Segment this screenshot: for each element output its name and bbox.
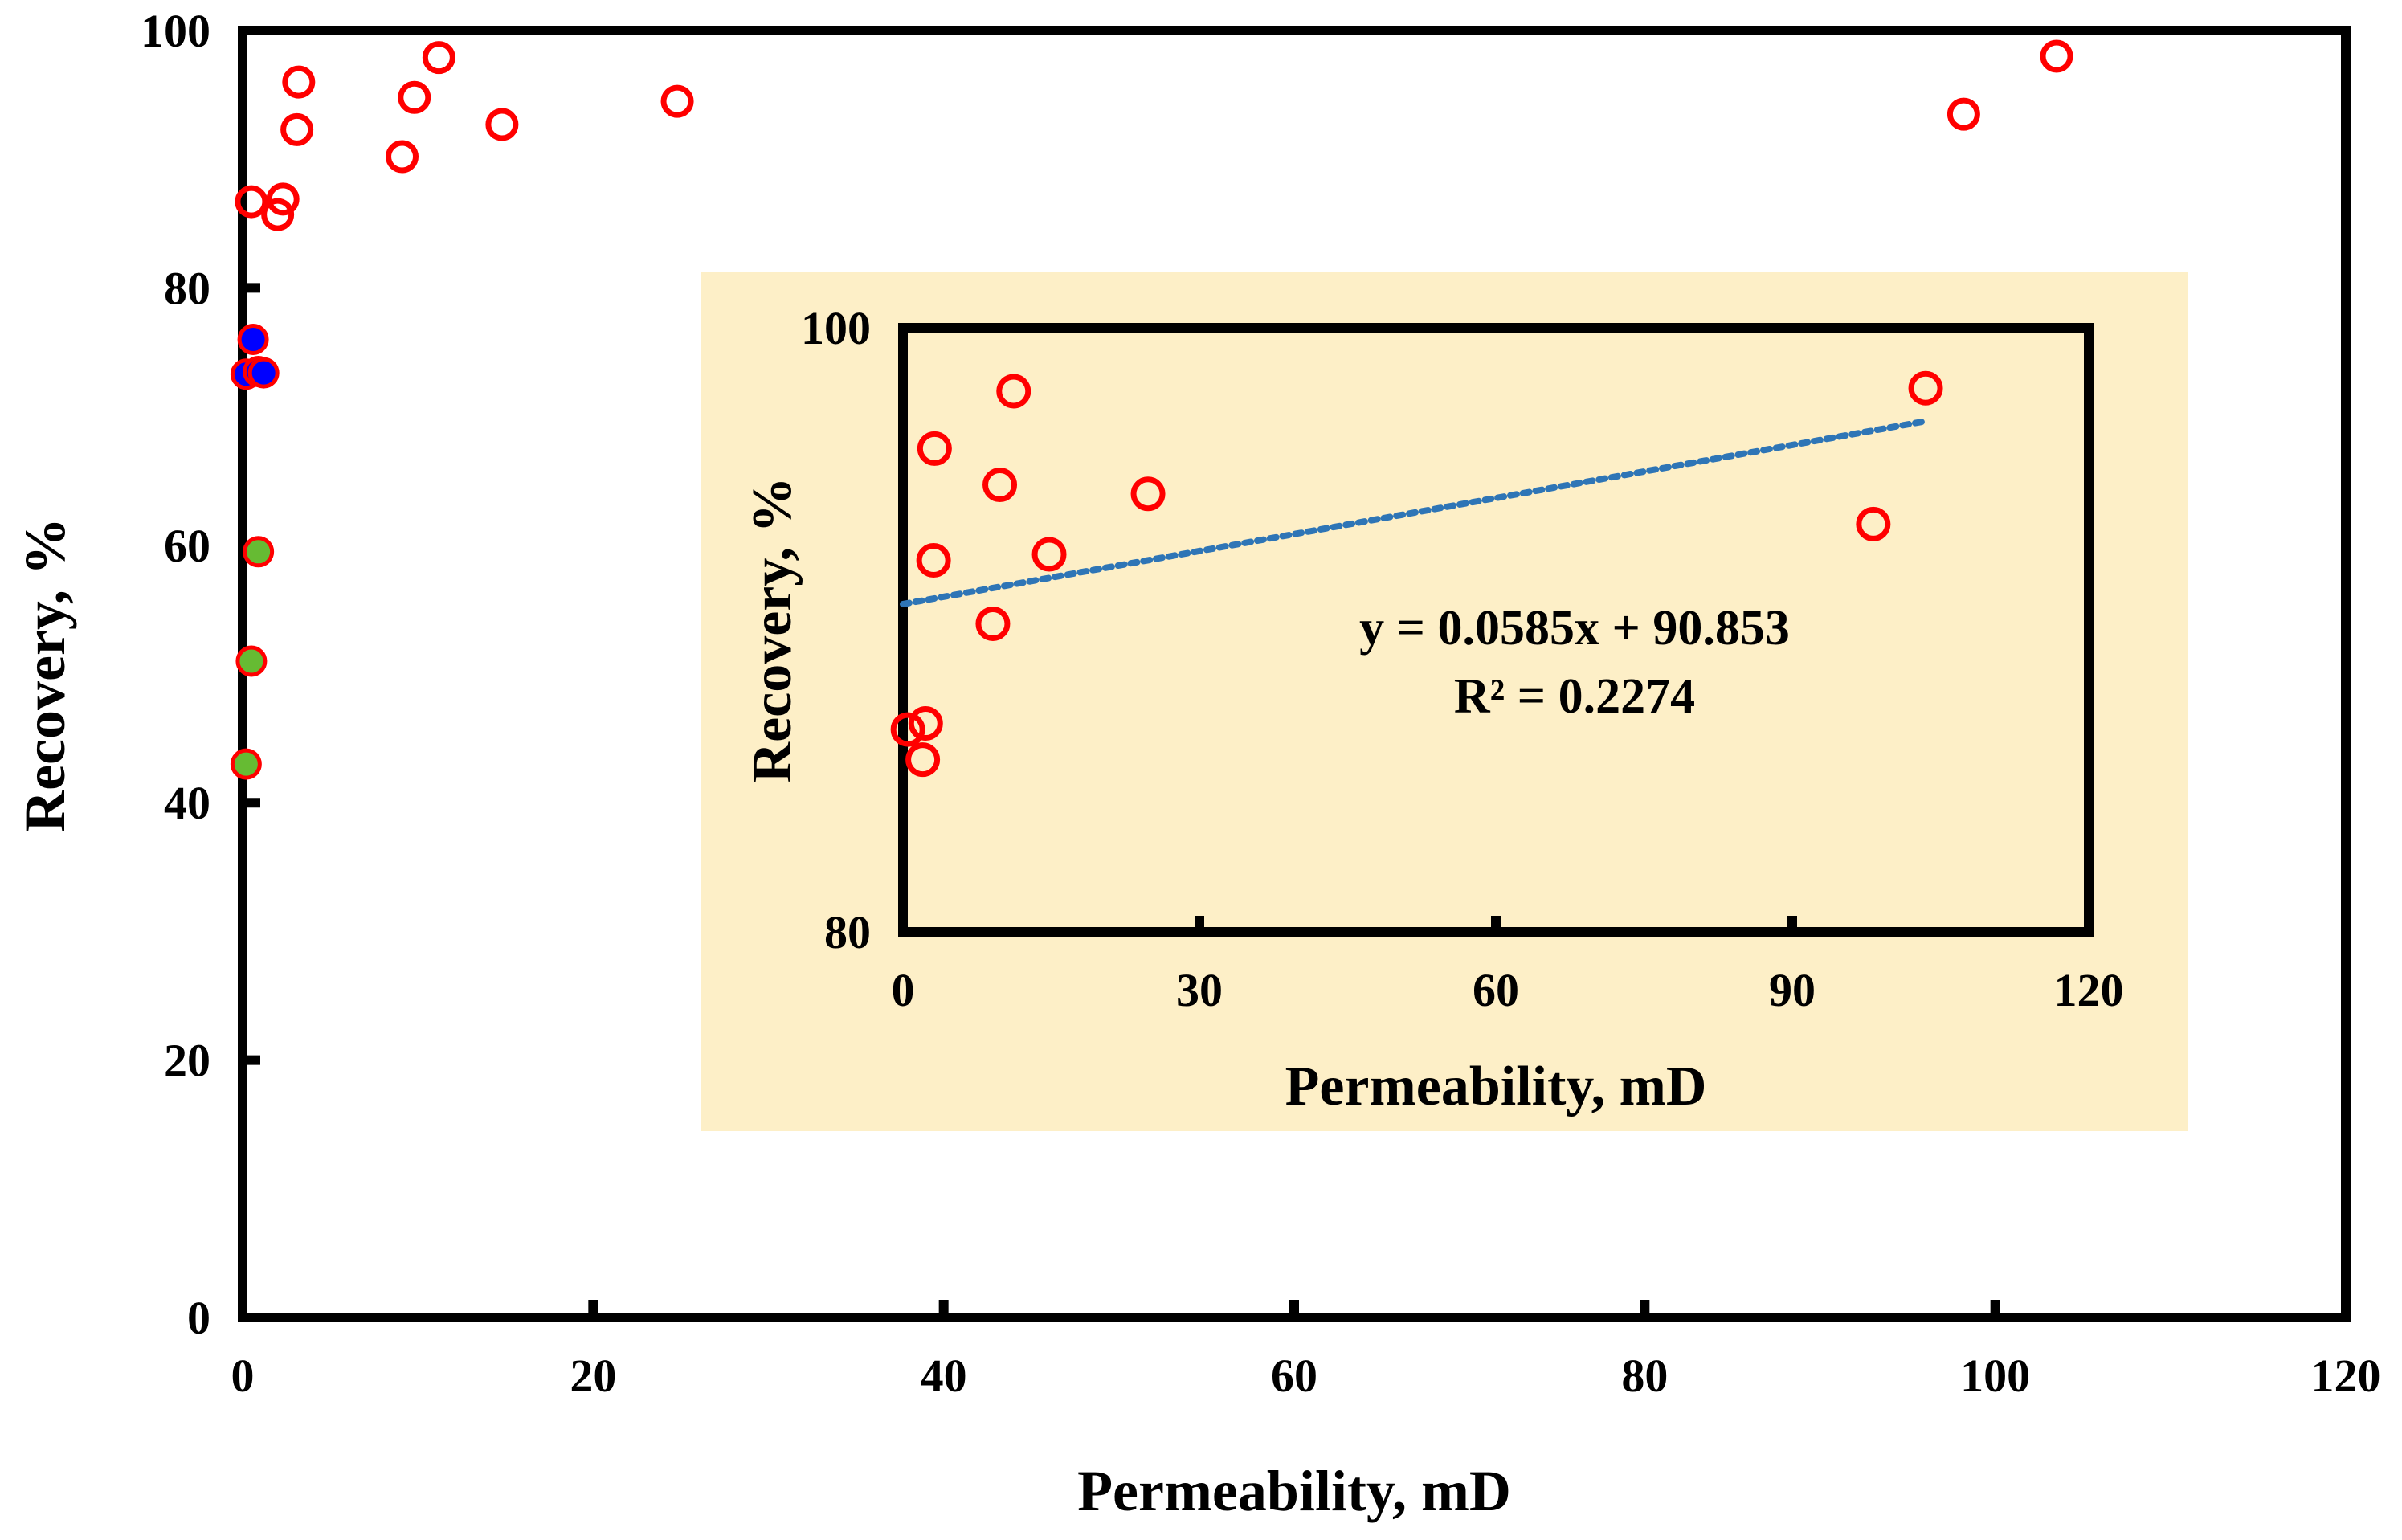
main-x-tick-label: 120 [2311, 1350, 2381, 1402]
inset-point-red-open [908, 706, 943, 741]
main-x-tick-label: 60 [1271, 1350, 1317, 1402]
main-x-tick-label: 40 [921, 1350, 967, 1402]
main-y-tick-label: 0 [187, 1292, 210, 1344]
inset-y-axis-title: Recovery, % [741, 477, 803, 783]
main-point-red-open [660, 84, 694, 118]
main-y-tick-label: 100 [141, 5, 210, 57]
inset-x-tick-label: 0 [892, 964, 915, 1016]
main-x-tick-label: 20 [570, 1350, 616, 1402]
inset-point-red-open [905, 742, 941, 778]
main-point-green-filled [235, 645, 268, 677]
inset-point-red-open [1908, 370, 1943, 406]
main-y-tick-labels: 0 20 40 60 80 100 [141, 5, 210, 1344]
main-x-axis-title: Permeability, mD [1077, 1459, 1511, 1523]
main-point-green-filled [230, 748, 262, 780]
inset-y-tick-labels: 80 100 [801, 302, 871, 958]
main-y-tick-label: 80 [164, 262, 210, 314]
inset-x-tick-label: 120 [2054, 964, 2124, 1016]
main-point-red-open [422, 41, 455, 75]
inset-x-axis-title: Permeability, mD [1285, 1056, 1707, 1117]
inset-point-red-open [917, 431, 952, 466]
main-data-points [230, 39, 2073, 780]
inset-point-red-open [1856, 506, 1891, 541]
main-point-red-open [386, 140, 419, 174]
main-point-red-open [1947, 97, 1980, 131]
main-point-blue-filled [247, 357, 280, 389]
main-x-tick-labels: 0 20 40 60 80 100 120 [231, 1350, 2381, 1402]
main-point-red-open [235, 185, 268, 219]
inset-y-tick-label: 80 [824, 906, 871, 958]
main-point-red-open [266, 182, 300, 216]
inset-y-tick-label: 100 [801, 302, 871, 354]
main-y-tick-label: 60 [164, 520, 210, 572]
main-point-green-filled [243, 536, 275, 568]
main-y-tick-label: 20 [164, 1035, 210, 1087]
trendline-equation: y = 0.0585x + 90.853 [1359, 601, 1790, 656]
inset-x-tick-label: 90 [1769, 964, 1816, 1016]
inset-point-red-open [1130, 476, 1166, 512]
inset-chart: 0 30 60 90 120 80 100 y = 0.0585x + 90.853 R²… [701, 272, 2188, 1131]
main-point-red-open [398, 80, 431, 114]
inset-x-tick-label: 60 [1473, 964, 1519, 1016]
inset-point-red-open [975, 606, 1011, 641]
main-point-red-open [261, 198, 295, 231]
r-squared-label: R² = 0.2274 [1454, 669, 1695, 724]
main-ticks [238, 26, 2351, 1322]
inset-x-tick-labels: 0 30 60 90 120 [892, 964, 2124, 1016]
main-point-red-open [485, 108, 519, 141]
inset-point-red-open [916, 543, 951, 578]
main-point-red-open [280, 112, 314, 146]
main-x-tick-label: 80 [1621, 1350, 1668, 1402]
inset-data-points [890, 370, 1943, 778]
inset-point-red-open [982, 468, 1018, 503]
inset-background [701, 272, 2188, 1131]
inset-point-red-open [890, 712, 925, 747]
main-x-tick-label: 0 [231, 1350, 255, 1402]
main-point-blue-filled [237, 323, 269, 355]
main-y-axis-title: Recovery, % [13, 517, 77, 832]
main-point-red-open [282, 65, 316, 99]
inset-x-tick-label: 30 [1176, 964, 1223, 1016]
inset-ticks [898, 323, 2094, 937]
main-x-tick-label: 100 [1960, 1350, 2030, 1402]
inset-point-red-open [1031, 537, 1067, 572]
inset-point-red-open [996, 374, 1031, 409]
main-point-red-open [2040, 39, 2073, 73]
inset-trendline [900, 418, 1930, 607]
main-y-tick-label: 40 [164, 777, 210, 829]
